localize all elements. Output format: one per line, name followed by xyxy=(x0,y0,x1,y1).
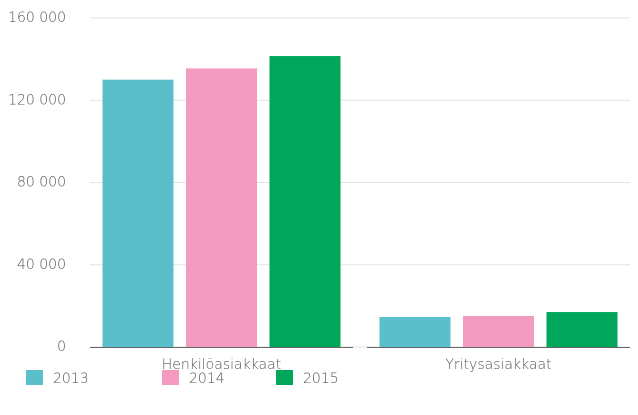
bar xyxy=(186,68,257,348)
bar xyxy=(379,316,451,347)
x-tick-label: Henkilöasiakkaat xyxy=(162,357,281,373)
bar xyxy=(546,312,618,347)
y-tick-label: 80 000 xyxy=(17,175,66,191)
bar xyxy=(102,79,174,347)
y-tick-label: 40 000 xyxy=(17,257,66,273)
y-tick-label: 160 000 xyxy=(8,10,66,26)
legend-label: 2015 xyxy=(303,371,339,387)
legend-label: 2014 xyxy=(189,371,225,387)
legend-swatch xyxy=(162,370,179,385)
y-tick-label: 0 xyxy=(57,339,66,355)
bar xyxy=(269,56,341,348)
legend-label: 2013 xyxy=(53,371,89,387)
x-tick-label: Yritysasiakkaat xyxy=(445,357,551,373)
legend-swatch xyxy=(276,370,293,385)
y-tick-label: 120 000 xyxy=(8,92,66,108)
bar xyxy=(463,315,534,347)
legend-swatch xyxy=(26,370,43,385)
